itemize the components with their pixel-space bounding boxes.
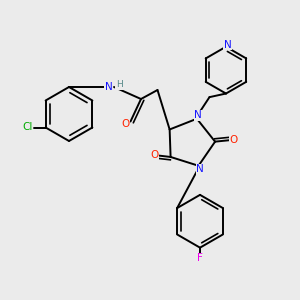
Text: O: O [230, 135, 238, 145]
Text: N: N [196, 164, 204, 174]
Text: N: N [105, 82, 113, 92]
Text: N: N [224, 40, 231, 50]
Text: O: O [121, 119, 129, 130]
Text: N: N [194, 110, 202, 120]
Text: F: F [197, 253, 203, 263]
Text: H: H [116, 80, 122, 89]
Text: Cl: Cl [22, 122, 33, 133]
Text: O: O [150, 151, 158, 160]
